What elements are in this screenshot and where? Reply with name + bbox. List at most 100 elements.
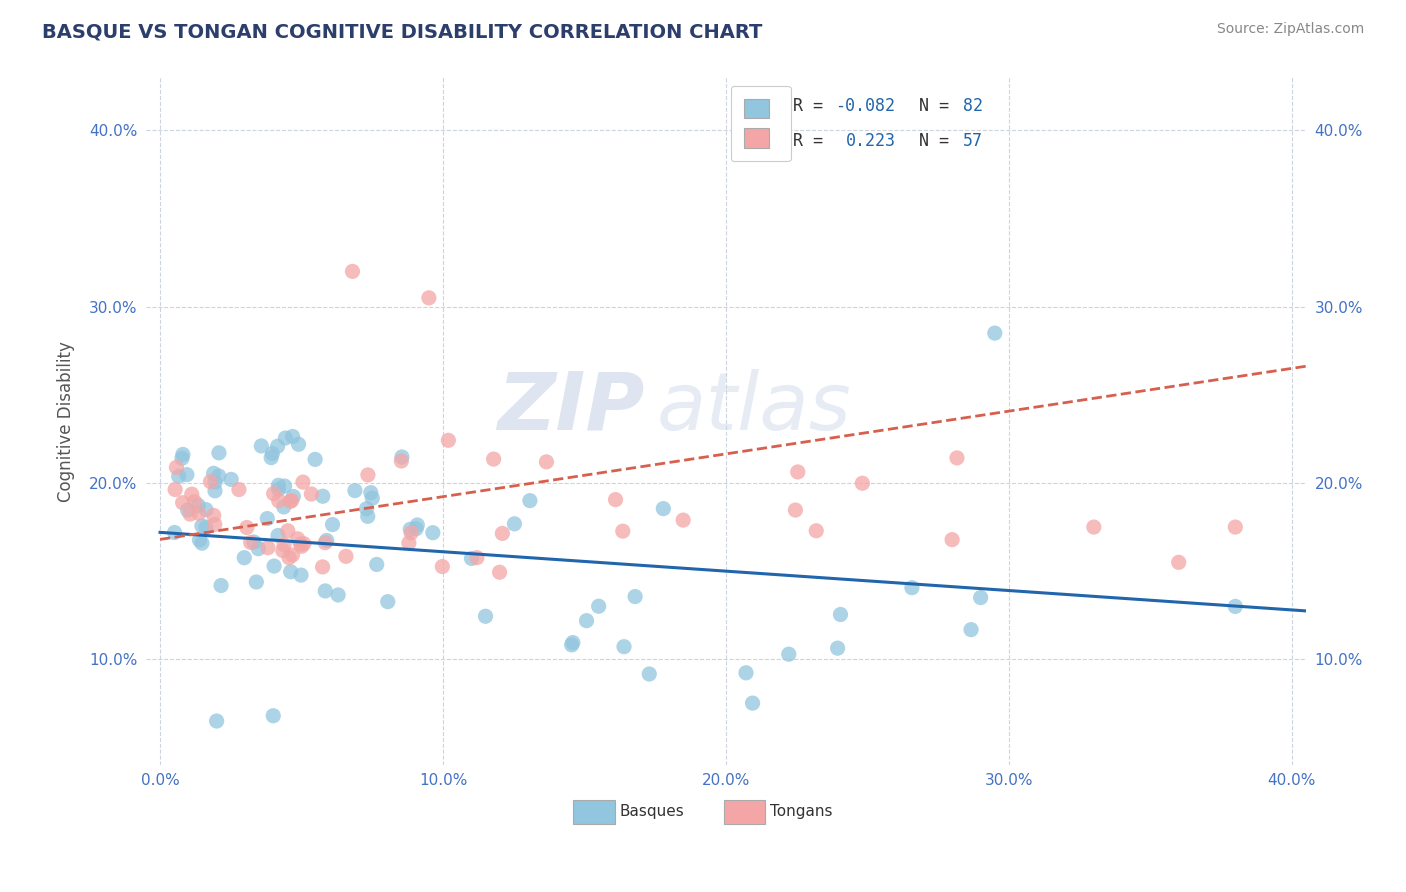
- Point: [785, 503, 807, 517]
- Point: [167, 469, 190, 483]
- Point: [613, 640, 636, 654]
- Point: [786, 465, 808, 479]
- Point: [343, 483, 366, 498]
- Text: R =: R =: [793, 97, 832, 115]
- Point: [321, 517, 343, 532]
- Point: [304, 452, 326, 467]
- Point: [778, 647, 800, 661]
- Point: [163, 525, 186, 540]
- Point: [315, 533, 337, 548]
- Point: [176, 503, 198, 517]
- Point: [187, 499, 209, 513]
- Point: [969, 591, 991, 605]
- Text: 82: 82: [963, 97, 983, 115]
- Point: [195, 502, 218, 516]
- FancyBboxPatch shape: [572, 800, 614, 823]
- Point: [290, 568, 312, 582]
- Text: N =: N =: [898, 132, 959, 150]
- Point: [357, 467, 380, 482]
- Point: [314, 535, 336, 549]
- Point: [200, 475, 222, 489]
- Point: [233, 550, 256, 565]
- Point: [273, 500, 295, 514]
- Point: [191, 536, 214, 550]
- Point: [827, 641, 849, 656]
- Point: [503, 516, 526, 531]
- Point: [398, 536, 420, 550]
- Point: [389, 454, 412, 468]
- Point: [672, 513, 695, 527]
- Point: [187, 506, 209, 520]
- Point: [202, 508, 225, 523]
- Point: [588, 599, 610, 614]
- Point: [172, 447, 194, 461]
- Point: [281, 548, 304, 562]
- Point: [245, 574, 267, 589]
- Point: [488, 566, 510, 580]
- Point: [239, 535, 262, 549]
- Point: [204, 483, 226, 498]
- Point: [357, 509, 380, 524]
- Point: [638, 667, 661, 681]
- Point: [267, 528, 290, 542]
- Point: [280, 565, 302, 579]
- Text: R =: R =: [793, 132, 842, 150]
- Point: [267, 493, 290, 508]
- Legend: , : ,: [731, 86, 790, 161]
- Point: [941, 533, 963, 547]
- Point: [377, 595, 399, 609]
- Point: [219, 472, 242, 486]
- Point: [432, 559, 454, 574]
- Point: [262, 446, 284, 460]
- Point: [536, 455, 558, 469]
- Text: Tongans: Tongans: [770, 805, 832, 820]
- Text: 57: 57: [963, 132, 983, 150]
- Point: [267, 483, 290, 497]
- Point: [257, 541, 280, 555]
- Point: [262, 708, 284, 723]
- Point: [326, 588, 349, 602]
- Point: [960, 623, 983, 637]
- Point: [287, 532, 309, 546]
- Text: 0.223: 0.223: [846, 132, 896, 150]
- Point: [204, 475, 226, 490]
- Point: [418, 291, 440, 305]
- Point: [360, 485, 382, 500]
- Point: [280, 493, 302, 508]
- Point: [208, 469, 231, 483]
- Point: [299, 487, 322, 501]
- Point: [399, 525, 422, 540]
- Point: [165, 483, 187, 497]
- Point: [267, 478, 290, 492]
- Point: [1083, 520, 1105, 534]
- Point: [361, 491, 384, 505]
- Point: [243, 535, 266, 549]
- Point: [652, 501, 675, 516]
- Point: [984, 326, 1007, 340]
- Point: [273, 538, 295, 552]
- Point: [290, 537, 312, 551]
- Point: [405, 522, 427, 536]
- Point: [263, 486, 285, 500]
- Point: [260, 450, 283, 465]
- Point: [208, 446, 231, 460]
- Point: [465, 550, 488, 565]
- FancyBboxPatch shape: [724, 800, 765, 823]
- Point: [250, 439, 273, 453]
- Point: [271, 543, 294, 558]
- Point: [605, 492, 627, 507]
- Point: [561, 635, 583, 649]
- Text: ZIP: ZIP: [498, 368, 645, 447]
- Point: [422, 525, 444, 540]
- Point: [612, 524, 634, 538]
- Point: [342, 264, 364, 278]
- Point: [278, 494, 301, 508]
- Point: [170, 451, 193, 466]
- Point: [204, 517, 226, 532]
- Point: [179, 507, 201, 521]
- Text: atlas: atlas: [657, 368, 851, 447]
- Point: [366, 558, 388, 572]
- Point: [165, 460, 187, 475]
- Text: Source: ZipAtlas.com: Source: ZipAtlas.com: [1216, 22, 1364, 37]
- Point: [266, 439, 288, 453]
